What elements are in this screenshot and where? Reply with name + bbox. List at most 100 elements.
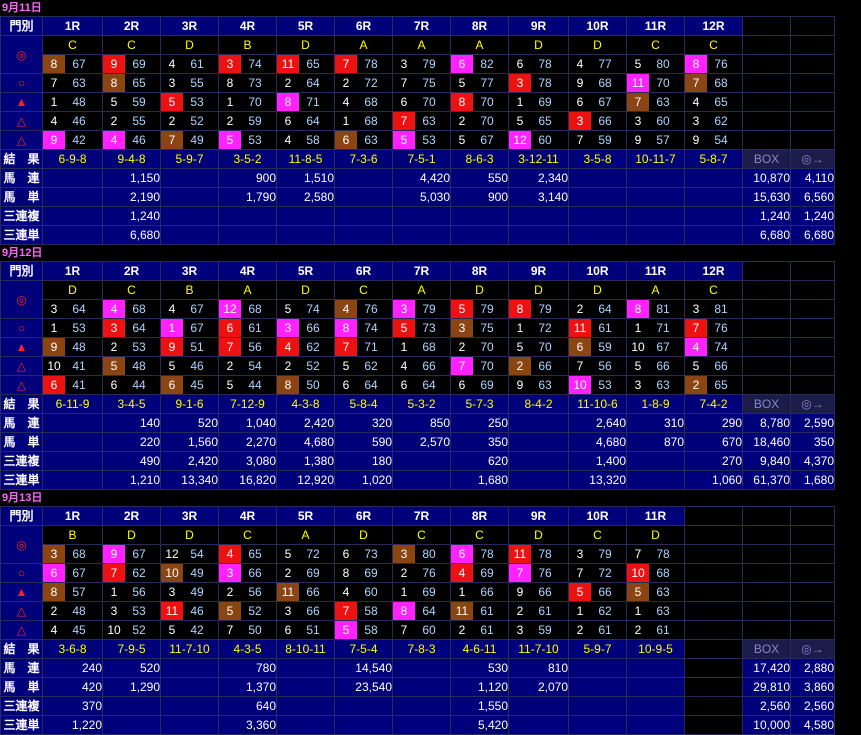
prediction-cell: 9 69 [102,54,161,74]
horse-number: 5 [692,359,700,373]
sanrentan-value [276,225,335,245]
prediction-cell: 11 65 [276,54,335,74]
sanrenpuku-value [218,206,277,226]
race-number[interactable]: 2R [102,16,161,36]
race-number[interactable]: 11R [626,261,685,281]
race-number[interactable]: 1R [42,506,103,526]
horse-score: 76 [364,302,378,316]
race-number[interactable]: 12R [684,16,743,36]
race-number[interactable]: 1R [42,261,103,281]
horse-number: 9 [576,76,584,90]
horse-score: 61 [656,623,670,637]
race-number[interactable]: 4R [218,506,277,526]
prediction-cell: 6 67 [568,92,627,112]
race-number[interactable]: 8R [450,16,509,36]
race-number[interactable]: 8R [450,261,509,281]
spacer [790,525,835,545]
race-number[interactable]: 8R [450,506,509,526]
result-value: 7-3-6 [334,149,393,169]
result-value: 8-4-2 [508,394,569,414]
horse-number: 11 [569,319,591,337]
race-number[interactable]: 7R [392,16,451,36]
spacer [742,73,791,93]
prediction-cell: 6 70 [392,92,451,112]
race-number[interactable]: 11R [626,506,685,526]
race-number[interactable]: 6R [334,261,393,281]
race-number[interactable]: 9R [508,261,569,281]
race-number[interactable]: 5R [276,261,335,281]
race-number[interactable]: 9R [508,506,569,526]
sanrenpuku-value: 180 [334,451,393,471]
race-number[interactable]: 6R [334,506,393,526]
prediction-cell: 2 66 [508,356,569,376]
race-number[interactable]: 5R [276,506,335,526]
horse-score: 70 [656,76,670,90]
prediction-cell: 7 63 [42,73,103,93]
horse-score: 53 [598,378,612,392]
result-row: 結 果 6-11-9 3-4-5 9-1-6 7-12-9 4-3-8 5-8-4 5-3-2… [0,394,835,414]
maru-value: 1,680 [790,470,835,490]
horse-number: 7 [50,76,58,90]
prediction-cell: 5 79 [450,299,509,319]
race-number[interactable]: 4R [218,16,277,36]
umaren-value: 290 [684,413,743,433]
spacer [790,356,835,376]
umatan-row: 馬 単 220 1,560 2,270 4,680 590 2,570 350 4,680 870… [0,432,835,452]
race-number[interactable]: 5R [276,16,335,36]
race-number[interactable]: 6R [334,16,393,36]
horse-number: 5 [284,302,292,316]
box-value: 17,420 [742,658,791,678]
prediction-cell: 8 57 [42,582,103,602]
maru-value: 4,580 [790,715,835,735]
race-number[interactable]: 11R [626,16,685,36]
prediction-cell: 5 70 [508,337,569,357]
prediction-cell: 4 62 [276,337,335,357]
result-value: 11-7-10 [508,639,569,659]
race-number[interactable]: 7R [392,506,451,526]
horse-score: 70 [480,359,494,373]
umatan-value: 900 [450,187,509,207]
race-number[interactable]: 4R [218,261,277,281]
prediction-cell: 5 48 [102,356,161,376]
horse-number: 8 [451,93,473,111]
prediction-cell: 5 63 [626,582,685,602]
horse-number: 2 [634,623,642,637]
horse-score: 51 [306,623,320,637]
race-number[interactable]: 7R [392,261,451,281]
prediction-cell: 7 72 [568,563,627,583]
race-number[interactable]: 2R [102,261,161,281]
prediction-cell: 7 78 [626,544,685,564]
horse-number: 6 [335,131,357,149]
sanrentan-value [684,225,743,245]
race-number[interactable]: 12R [684,261,743,281]
prediction-cell: 7 58 [334,601,393,621]
race-number[interactable]: 9R [508,16,569,36]
horse-number: 5 [634,57,642,71]
race-number[interactable]: 3R [160,16,219,36]
horse-number: 9 [43,131,65,149]
horse-number: 4 [451,564,473,582]
mark-symbol: ○ [0,318,43,338]
race-number[interactable]: 10R [568,16,627,36]
horse-score: 60 [656,114,670,128]
race-number[interactable]: 10R [568,261,627,281]
prediction-cell: 7 71 [334,337,393,357]
umatan-value [42,432,103,452]
horse-number: 1 [342,114,350,128]
prediction-cell: 2 54 [218,356,277,376]
race-number[interactable]: 1R [42,16,103,36]
prediction-cell: 6 51 [276,620,335,640]
sanrenpuku-value [334,206,393,226]
sanrenpuku-value [508,206,569,226]
maru-value: 2,880 [790,658,835,678]
sanrentan-row: 三連単 1,220 3,360 5,420 10,000 4,580 [0,715,835,735]
race-number[interactable]: 2R [102,506,161,526]
umatan-value [568,677,627,697]
prediction-row: △ 2 48 3 53 11 46 5 52 3 66 7 58 8 64 11 61 2 61 1 62 1 63 [0,601,835,621]
race-number[interactable]: 10R [568,506,627,526]
horse-score: 59 [598,340,612,354]
race-number[interactable]: 3R [160,261,219,281]
race-number[interactable]: 3R [160,506,219,526]
horse-number: 1 [634,321,642,335]
prediction-cell: 4 76 [334,299,393,319]
